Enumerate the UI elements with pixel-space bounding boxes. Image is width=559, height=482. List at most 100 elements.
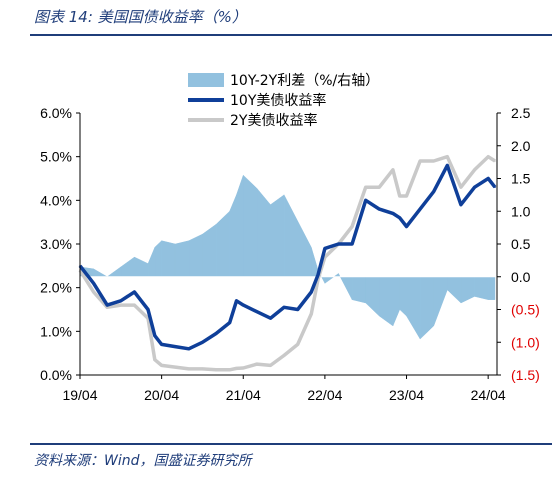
y10-line-point — [378, 208, 381, 210]
spread-area-segment — [399, 276, 407, 317]
y2-line-point — [283, 354, 285, 357]
y10-line-point — [120, 299, 122, 302]
x-tick-label: 19/04 — [62, 387, 97, 403]
y2-line-point — [364, 186, 367, 189]
y2-line — [78, 154, 496, 372]
y10-line-point — [133, 291, 136, 293]
spread-area-segment — [154, 240, 162, 277]
y10-line — [78, 163, 497, 351]
y10-line-point — [160, 343, 163, 346]
figure-title: 图表 14: 美国国债收益率（%） — [34, 8, 247, 26]
left-tick-label: 0.0% — [40, 367, 72, 383]
spread-area-segment — [134, 256, 149, 277]
y10-line-point — [228, 321, 231, 324]
y10-line-point — [337, 243, 340, 245]
spread-area-segment — [215, 210, 230, 277]
right-tick-label: 2.0 — [511, 138, 531, 154]
y2-line-point — [242, 367, 245, 369]
y10-line-point — [310, 291, 313, 293]
bottom-rule — [30, 443, 552, 445]
spread-area-segment — [419, 276, 434, 340]
spread-area-segment — [487, 276, 496, 300]
axes-layer: 0.0% 1.0% 2.0% 3.0% 4.0% 5.0% 6.0% (1.5) (1.0) (0… — [40, 105, 540, 403]
x-tick-label: 21/04 — [226, 387, 261, 403]
left-tick-label: 1.0% — [40, 323, 72, 339]
x-tick-label: 20/04 — [144, 387, 179, 403]
spread-area-segment — [379, 276, 394, 327]
yield-chart: 0.0% 1.0% 2.0% 3.0% 4.0% 5.0% 6.0% (1.5) (1.0) (0… — [40, 73, 540, 403]
y10-line-point — [215, 332, 217, 335]
right-tick-label: 1.5 — [511, 171, 531, 187]
y2-line-point — [269, 364, 272, 367]
spread-area-segment — [120, 256, 135, 277]
y2-line-point — [494, 160, 496, 162]
spread-area-segment — [283, 194, 298, 277]
spread-area-segment — [174, 240, 190, 277]
spread-area-segment — [243, 174, 258, 277]
spread-area-segment — [297, 220, 312, 277]
spread-area-segment — [447, 276, 462, 304]
y10-line-point — [473, 186, 476, 189]
x-tick-label: 22/04 — [307, 387, 342, 403]
spread-area-segment — [270, 194, 285, 277]
y10-line-point — [154, 334, 156, 337]
y10-line-point — [242, 304, 245, 306]
y2-line-point — [419, 160, 421, 162]
y2-line-point — [351, 225, 353, 228]
y10-line-point — [269, 317, 272, 320]
left-tick-label: 4.0% — [40, 192, 72, 208]
legend-label: 10Y-2Y利差（%/右轴） — [230, 73, 379, 89]
right-tick-label: (1.0) — [511, 334, 540, 350]
y2-line-point — [188, 368, 190, 370]
y2-line-point — [235, 367, 238, 370]
legend: 10Y-2Y利差（%/右轴） 10Y美债收益率 2Y美债收益率 — [188, 73, 379, 129]
right-tick-label: (0.5) — [511, 302, 540, 318]
y2-line-point — [201, 368, 204, 370]
y10-line-point — [296, 308, 299, 311]
legend-swatch-spread — [188, 73, 224, 87]
y2-line-point — [154, 358, 156, 361]
y2-line-point — [296, 343, 299, 346]
y10-line-point — [188, 348, 190, 350]
spread-area-segment — [106, 266, 122, 277]
y2-line-point — [473, 168, 476, 171]
spread-area-segment — [256, 187, 271, 277]
y10-line-point — [494, 186, 496, 189]
y10-line-point — [398, 217, 401, 219]
y10-line-point — [392, 212, 394, 215]
right-tick-label: 2.5 — [511, 105, 531, 121]
spread-area-segment — [351, 276, 366, 304]
spread-area-segment — [147, 247, 156, 277]
spread-area-segment — [236, 175, 244, 277]
y10-line-point — [487, 177, 489, 180]
y10-line-point — [256, 310, 258, 313]
y10-line-point — [364, 199, 367, 202]
spread-area-segment — [93, 268, 109, 277]
right-tick-label: 1.0 — [511, 203, 531, 219]
spread-area-segment — [433, 276, 448, 326]
y10-line-point — [460, 203, 462, 206]
y2-line-point — [405, 195, 408, 197]
right-tick-label: 0.0 — [511, 269, 531, 285]
y10-line-point — [201, 341, 204, 344]
y2-line-point — [228, 368, 231, 371]
source-note: 资料来源：Wind，国盛证券研究所 — [34, 453, 252, 469]
spread-area-segment — [392, 276, 400, 326]
yield-lines-layer — [78, 154, 497, 372]
y2-line-point — [174, 366, 177, 368]
left-tick-label: 6.0% — [40, 105, 72, 121]
left-tick-label: 3.0% — [40, 236, 72, 252]
y10-line-point — [419, 208, 421, 210]
y2-line-point — [398, 195, 401, 197]
y10-line-point — [351, 243, 353, 245]
spread-area-segment — [338, 273, 353, 300]
x-tick-label: 24/04 — [471, 387, 506, 403]
x-tick-label: 23/04 — [389, 387, 424, 403]
y2-line-point — [446, 155, 449, 158]
spread-area-segment — [161, 240, 176, 277]
y2-line-point — [215, 368, 217, 371]
y10-line-point — [92, 282, 95, 285]
right-tick-label: 0.5 — [511, 236, 531, 252]
y2-line-point — [310, 313, 313, 315]
spread-area-segment — [474, 276, 489, 300]
